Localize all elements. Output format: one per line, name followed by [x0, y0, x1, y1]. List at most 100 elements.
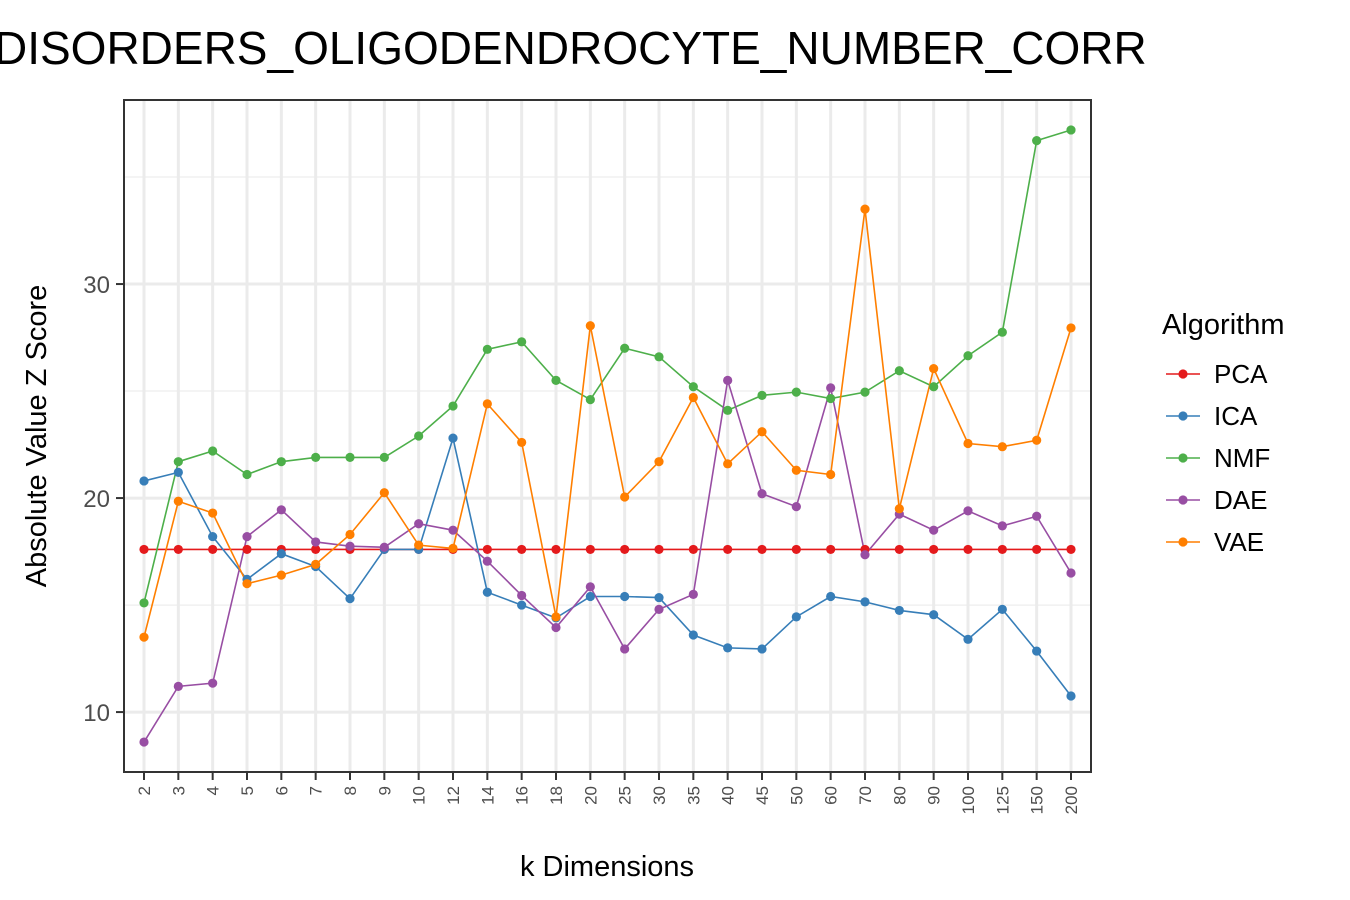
x-tick-label: 100 — [959, 786, 978, 814]
data-point-dae — [757, 489, 767, 499]
data-point-nmf — [963, 351, 973, 361]
data-point-pca — [723, 544, 733, 555]
legend: Algorithm PCA ICA NMF DAE VAE — [1162, 309, 1285, 557]
data-point-vae — [963, 438, 973, 449]
x-tick-label: 40 — [719, 786, 738, 805]
data-point-ica — [1032, 646, 1042, 656]
data-point-nmf — [654, 352, 664, 362]
data-point-nmf — [173, 457, 183, 467]
data-point-ica — [963, 634, 973, 644]
data-point-dae — [345, 541, 355, 551]
data-point-dae — [242, 531, 252, 542]
data-point-ica — [860, 597, 870, 607]
data-point-nmf — [929, 382, 939, 392]
data-point-nmf — [345, 452, 355, 463]
y-axis-title: Absolute Value Z Score — [21, 285, 53, 588]
data-point-ica — [688, 630, 698, 640]
y-axis: 10 20 30 — [83, 272, 124, 727]
x-tick-label: 14 — [478, 786, 497, 805]
data-point-dae — [139, 737, 149, 747]
data-point-dae — [688, 589, 698, 599]
data-point-pca — [963, 544, 973, 555]
data-point-dae — [1032, 511, 1042, 521]
y-tick-label: 10 — [83, 700, 110, 727]
data-point-pca — [139, 544, 149, 555]
data-point-pca — [791, 544, 801, 555]
data-point-ica — [482, 587, 492, 597]
data-point-nmf — [242, 469, 252, 480]
data-point-nmf — [620, 343, 630, 353]
x-tick-label: 2 — [135, 786, 154, 795]
data-point-nmf — [585, 395, 595, 405]
x-tick-label: 30 — [650, 786, 669, 805]
x-tick-label: 16 — [513, 786, 532, 805]
data-point-ica — [345, 594, 355, 604]
legend-label-vae: VAE — [1214, 527, 1264, 557]
data-point-dae — [379, 542, 389, 552]
data-point-vae — [173, 496, 183, 506]
data-point-dae — [791, 502, 801, 512]
legend-marker-dae — [1178, 495, 1188, 505]
data-point-dae — [963, 506, 973, 516]
legend-marker-nmf — [1178, 453, 1188, 463]
data-point-nmf — [997, 327, 1007, 337]
legend-marker-pca — [1178, 369, 1188, 379]
data-point-nmf — [860, 387, 870, 397]
data-point-nmf — [826, 393, 836, 404]
data-point-dae — [654, 604, 664, 614]
data-point-nmf — [379, 452, 389, 463]
data-point-dae — [276, 505, 286, 515]
x-tick-label: 10 — [410, 786, 429, 805]
data-point-vae — [311, 559, 321, 570]
x-tick-label: 150 — [1028, 786, 1047, 814]
data-point-vae — [860, 204, 870, 214]
data-point-nmf — [276, 457, 286, 467]
data-point-pca — [208, 544, 218, 555]
data-point-dae — [517, 590, 527, 601]
data-point-ica — [139, 476, 149, 486]
data-point-vae — [1066, 323, 1076, 333]
series-line-dae — [143, 380, 1072, 743]
data-point-ica — [208, 531, 218, 542]
data-point-nmf — [1066, 125, 1076, 135]
data-point-pca — [688, 544, 698, 555]
data-point-nmf — [414, 431, 424, 441]
data-point-nmf — [551, 375, 561, 385]
data-point-vae — [997, 442, 1007, 452]
legend-marker-ica — [1178, 411, 1188, 421]
data-point-nmf — [139, 598, 149, 608]
data-point-nmf — [208, 446, 218, 456]
data-point-pca — [929, 544, 939, 555]
data-point-vae — [585, 321, 595, 331]
data-point-ica — [757, 644, 767, 654]
data-point-pca — [311, 544, 321, 555]
data-point-dae — [929, 525, 939, 535]
data-point-dae — [311, 537, 321, 547]
x-tick-label: 90 — [925, 786, 944, 805]
data-point-nmf — [894, 366, 904, 376]
series-line-ica — [143, 435, 1072, 697]
data-point-ica — [791, 612, 801, 622]
data-point-vae — [276, 570, 286, 580]
data-point-dae — [551, 622, 561, 633]
data-point-vae — [757, 427, 767, 437]
data-point-vae — [551, 612, 561, 622]
x-tick-label: 3 — [169, 786, 188, 795]
data-point-pca — [585, 544, 595, 555]
x-tick-label: 25 — [616, 786, 635, 805]
x-tick-label: 4 — [204, 786, 223, 795]
data-point-nmf — [1032, 136, 1042, 146]
x-tick-label: 200 — [1062, 786, 1081, 814]
legend-label-nmf: NMF — [1214, 443, 1270, 473]
data-point-nmf — [311, 452, 321, 463]
data-point-ica — [826, 591, 836, 602]
data-point-dae — [208, 678, 218, 688]
data-point-vae — [723, 459, 733, 469]
data-point-dae — [1066, 568, 1076, 578]
data-point-ica — [276, 549, 286, 559]
data-point-vae — [139, 632, 149, 642]
data-point-dae — [482, 556, 492, 566]
data-point-dae — [826, 383, 836, 393]
data-point-nmf — [688, 382, 698, 392]
x-tick-label: 60 — [822, 786, 841, 805]
